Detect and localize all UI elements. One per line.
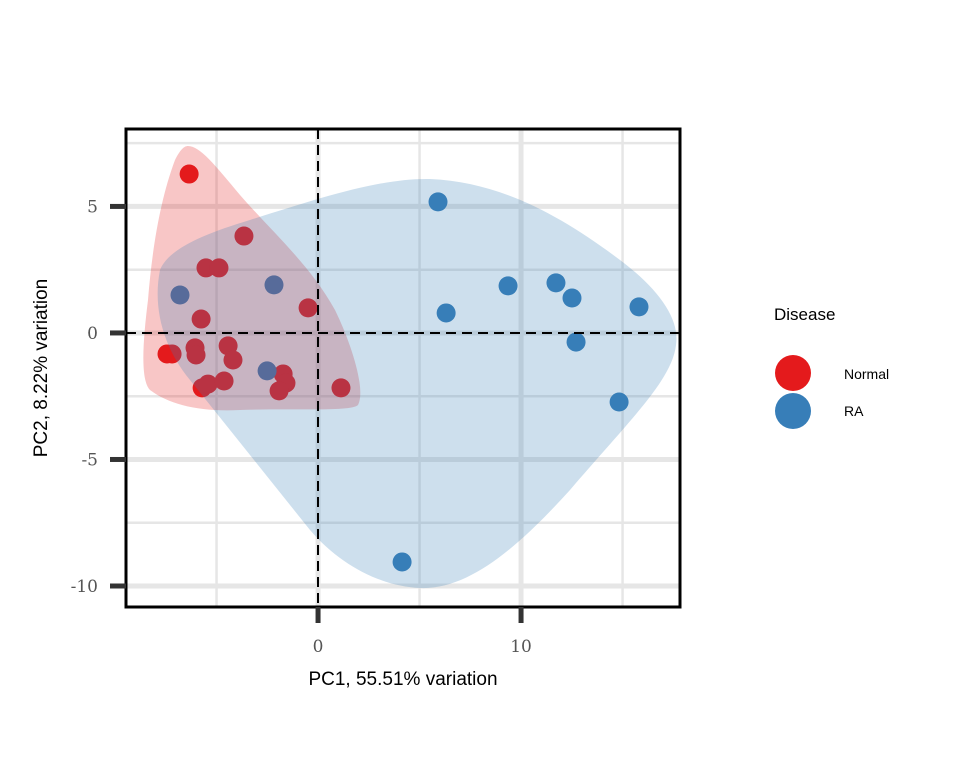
legend-label-normal: Normal: [844, 366, 889, 382]
point-ra: [562, 288, 582, 308]
y-axis-label: PC2, 8.22% variation: [31, 279, 52, 458]
x-tick-label: 0: [313, 637, 324, 657]
legend-key-ra: [775, 393, 811, 429]
point-ra: [609, 392, 629, 412]
point-normal: [223, 350, 243, 370]
plot-border: [124, 127, 682, 609]
ra-hull: [157, 178, 677, 589]
point-ra: [264, 275, 284, 295]
point-normal: [331, 378, 351, 398]
point-normal: [269, 381, 289, 401]
point-ra: [428, 192, 448, 212]
y-tick-label: -10: [71, 577, 98, 597]
legend-label-ra: RA: [844, 403, 864, 419]
point-ra: [629, 297, 649, 317]
x-axis-label: PC1, 55.51% variation: [308, 669, 497, 690]
point-ra: [498, 276, 518, 296]
point-ra: [257, 361, 277, 381]
point-normal: [298, 298, 318, 318]
legend-key-normal: [775, 355, 811, 391]
normal-hull: [143, 146, 361, 411]
points: [157, 164, 649, 572]
point-normal: [214, 371, 234, 391]
point-ra: [170, 285, 190, 305]
point-ra: [436, 303, 456, 323]
y-tick-label: -5: [81, 450, 98, 470]
y-tick-label: 5: [87, 197, 98, 217]
point-normal: [191, 309, 211, 329]
y-tick-label: 0: [87, 324, 98, 344]
point-ra: [566, 332, 586, 352]
ticks: 0 10 -10 -5 0 5: [71, 197, 532, 657]
point-ra: [546, 273, 566, 293]
point-normal: [209, 258, 229, 278]
point-normal: [179, 164, 199, 184]
x-tick-label: 10: [510, 637, 532, 657]
point-normal: [234, 226, 254, 246]
legend-title: Disease: [774, 305, 835, 324]
point-ra: [392, 552, 412, 572]
point-normal: [196, 258, 216, 278]
point-normal: [198, 374, 218, 394]
point-normal: [162, 344, 182, 364]
point-normal: [186, 345, 206, 365]
